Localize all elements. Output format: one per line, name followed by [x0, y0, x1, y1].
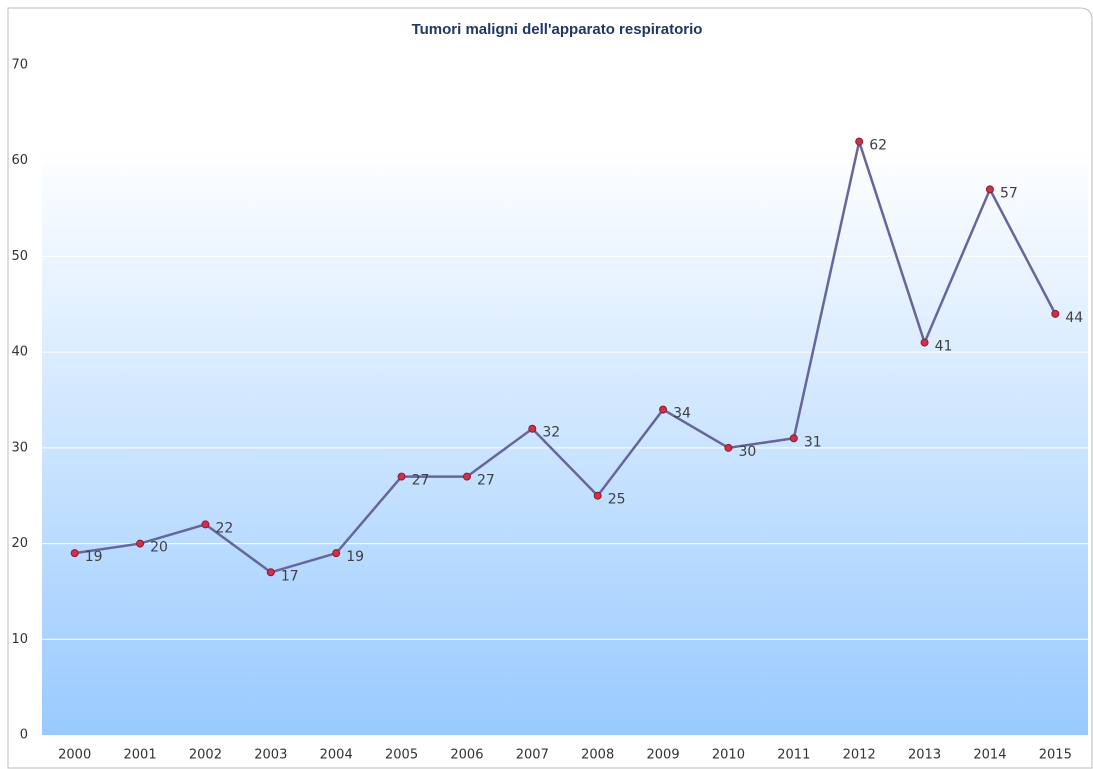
x-tick-label: 2007 [516, 748, 549, 763]
x-tick-label: 2011 [777, 748, 810, 763]
x-tick-label: 2004 [320, 748, 353, 763]
y-tick-label: 40 [11, 345, 28, 360]
data-label: 19 [85, 549, 103, 565]
y-tick-label: 30 [11, 440, 28, 455]
data-point [201, 520, 210, 529]
data-point [985, 185, 994, 194]
data-label: 57 [1000, 185, 1018, 201]
y-tick-label: 50 [11, 249, 28, 264]
data-point [462, 472, 471, 481]
data-label: 22 [215, 520, 233, 536]
data-point [920, 338, 929, 347]
plot-area [42, 65, 1088, 735]
data-point [1051, 309, 1060, 318]
x-tick-label: 2008 [581, 748, 614, 763]
data-point [528, 424, 537, 433]
data-point [397, 472, 406, 481]
data-point [789, 434, 798, 443]
data-label: 25 [608, 492, 626, 508]
x-tick-label: 2009 [647, 748, 680, 763]
data-point [855, 137, 864, 146]
data-point [266, 568, 275, 577]
y-tick-label: 70 [11, 58, 28, 73]
data-label: 30 [738, 444, 756, 460]
x-tick-label: 2014 [973, 748, 1006, 763]
data-label: 62 [869, 138, 887, 154]
x-tick-label: 2006 [450, 748, 483, 763]
x-tick-label: 2015 [1039, 748, 1072, 763]
chart-title: Tumori maligni dell'apparato respiratori… [412, 21, 703, 38]
x-tick-label: 2002 [189, 748, 222, 763]
data-label: 27 [412, 473, 430, 489]
chart-border [7, 7, 1093, 769]
data-label: 31 [804, 434, 822, 450]
y-tick-label: 10 [11, 632, 28, 647]
data-label: 34 [673, 406, 691, 422]
x-tick-label: 2013 [908, 748, 941, 763]
x-tick-label: 2012 [843, 748, 876, 763]
data-line [74, 136, 1057, 574]
data-label: 44 [1065, 310, 1083, 326]
data-label: 17 [281, 568, 299, 584]
data-point [136, 539, 145, 548]
data-label: 27 [477, 473, 495, 489]
data-label: 19 [346, 549, 364, 565]
data-label: 32 [542, 425, 560, 441]
x-tick-label: 2010 [712, 748, 745, 763]
y-tick-label: 60 [11, 153, 28, 168]
x-tick-label: 2001 [124, 748, 157, 763]
data-point [70, 549, 79, 558]
x-tick-label: 2003 [254, 748, 287, 763]
data-point [332, 549, 341, 558]
data-point [724, 443, 733, 452]
data-label: 20 [150, 540, 168, 556]
x-tick-label: 2000 [58, 748, 91, 763]
x-tick-label: 2005 [385, 748, 418, 763]
data-label: 41 [935, 339, 953, 355]
y-tick-label: 20 [11, 536, 28, 551]
data-point [659, 405, 668, 414]
y-tick-label: 0 [20, 728, 28, 743]
data-point [593, 491, 602, 500]
